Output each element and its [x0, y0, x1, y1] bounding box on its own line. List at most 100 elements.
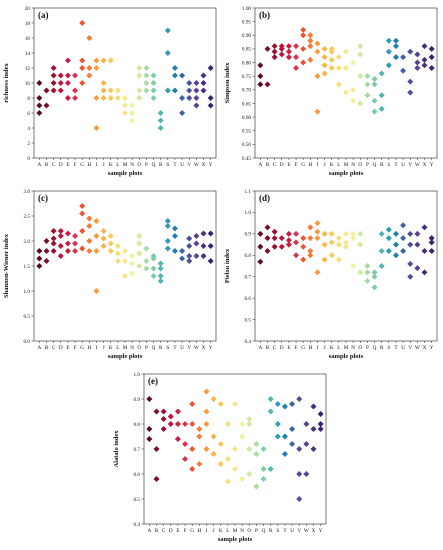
x-tick-label: L	[116, 162, 119, 168]
data-point	[300, 45, 307, 52]
data-point	[93, 233, 100, 239]
x-tick-label: B	[155, 528, 159, 534]
data-point	[203, 446, 210, 452]
data-point	[186, 80, 193, 86]
data-point	[114, 87, 121, 94]
data-point	[289, 441, 296, 447]
data-point	[421, 224, 428, 231]
x-tick-label: K	[109, 345, 113, 351]
data-point	[285, 237, 292, 244]
y-axis-title: Shannon-Wiener index	[3, 233, 10, 298]
data-point	[200, 80, 207, 86]
data-point	[207, 258, 214, 264]
x-tick-label: C	[52, 162, 56, 168]
y-tick-label: 0.6	[245, 296, 252, 302]
data-point	[217, 401, 224, 407]
data-point	[385, 226, 392, 233]
x-tick-label: Q	[152, 162, 156, 168]
x-tick-label: N	[130, 345, 134, 351]
data-point	[203, 408, 210, 415]
x-tick-label: X	[423, 162, 427, 168]
x-tick-label: S	[387, 345, 390, 351]
data-point	[107, 57, 114, 64]
data-point	[343, 230, 349, 237]
data-point	[50, 72, 57, 79]
x-tick-label: G	[80, 162, 84, 168]
panel-d: 0.4 0.5 0.6 0.7 0.8 0.9 1.0 1.1 A B C D E F G H I J K L M N O P…	[221, 183, 443, 366]
data-point	[407, 230, 414, 237]
plot-frame	[33, 190, 217, 342]
data-point	[357, 230, 364, 237]
data-point	[182, 421, 189, 427]
data-point	[217, 441, 224, 447]
x-tick-label: N	[130, 162, 134, 168]
data-point	[57, 253, 64, 259]
panel-b: 0.45 0.50 0.55 0.60 0.65 0.70 0.75 0.80 0.85 0.90…	[221, 0, 443, 183]
data-point	[357, 269, 364, 276]
x-tick-label: Y	[430, 345, 434, 351]
data-point	[421, 248, 428, 254]
data-point	[217, 461, 224, 467]
data-point	[260, 476, 267, 482]
data-point	[64, 240, 71, 247]
x-axis-title: sample plots	[108, 353, 143, 360]
data-point	[207, 65, 214, 71]
x-tick-label: X	[202, 162, 206, 168]
data-point	[281, 451, 288, 457]
x-tick-label: J	[324, 162, 326, 168]
data-point	[335, 54, 342, 61]
data-point	[300, 26, 307, 33]
data-point	[371, 75, 378, 82]
data-point	[357, 100, 364, 107]
data-point	[246, 416, 253, 422]
x-tick-label: M	[233, 528, 238, 534]
data-point	[171, 72, 178, 79]
data-point	[303, 421, 310, 427]
x-tick-label: C	[273, 162, 277, 168]
x-tick-label: P	[145, 162, 148, 168]
x-axis-title: sample plots	[329, 170, 364, 177]
data-point	[232, 446, 238, 452]
data-point	[385, 248, 392, 254]
data-point	[160, 408, 167, 415]
data-point	[239, 421, 246, 427]
data-point	[314, 269, 321, 276]
data-point	[107, 240, 114, 247]
data-point	[157, 278, 164, 284]
data-point	[371, 284, 378, 291]
data-point	[285, 48, 292, 55]
panel-tag: (c)	[38, 193, 48, 203]
data-point	[378, 263, 385, 269]
y-tick-label: 0.7	[134, 447, 141, 453]
data-point	[328, 45, 335, 52]
data-point	[164, 238, 171, 244]
data-point	[414, 65, 421, 71]
y-tick-label: 20	[25, 6, 31, 12]
data-point	[57, 87, 64, 94]
data-point	[150, 265, 157, 272]
y-axis-title: Alatalo index	[113, 430, 120, 468]
data-point	[307, 235, 314, 242]
y-tick-label: 0.0	[24, 339, 31, 345]
data-point	[189, 421, 196, 427]
x-tick-label: M	[344, 345, 349, 351]
data-point	[364, 278, 371, 284]
x-tick-label: Q	[262, 528, 266, 534]
data-point	[153, 446, 160, 452]
data-point	[43, 102, 50, 109]
y-tick-label: 0.5	[134, 497, 141, 503]
data-point	[321, 45, 328, 52]
data-point	[357, 43, 364, 50]
x-axis-title: sample plots	[329, 353, 364, 360]
data-point	[174, 436, 181, 442]
data-point	[79, 65, 86, 71]
x-tick-label: F	[295, 162, 298, 168]
data-point	[264, 248, 271, 254]
y-tick-label: 18	[25, 21, 31, 27]
data-point	[193, 233, 200, 239]
data-point	[328, 239, 335, 246]
x-tick-label: I	[96, 345, 98, 351]
data-point	[122, 95, 128, 101]
data-point	[93, 95, 100, 101]
data-point	[179, 72, 186, 79]
